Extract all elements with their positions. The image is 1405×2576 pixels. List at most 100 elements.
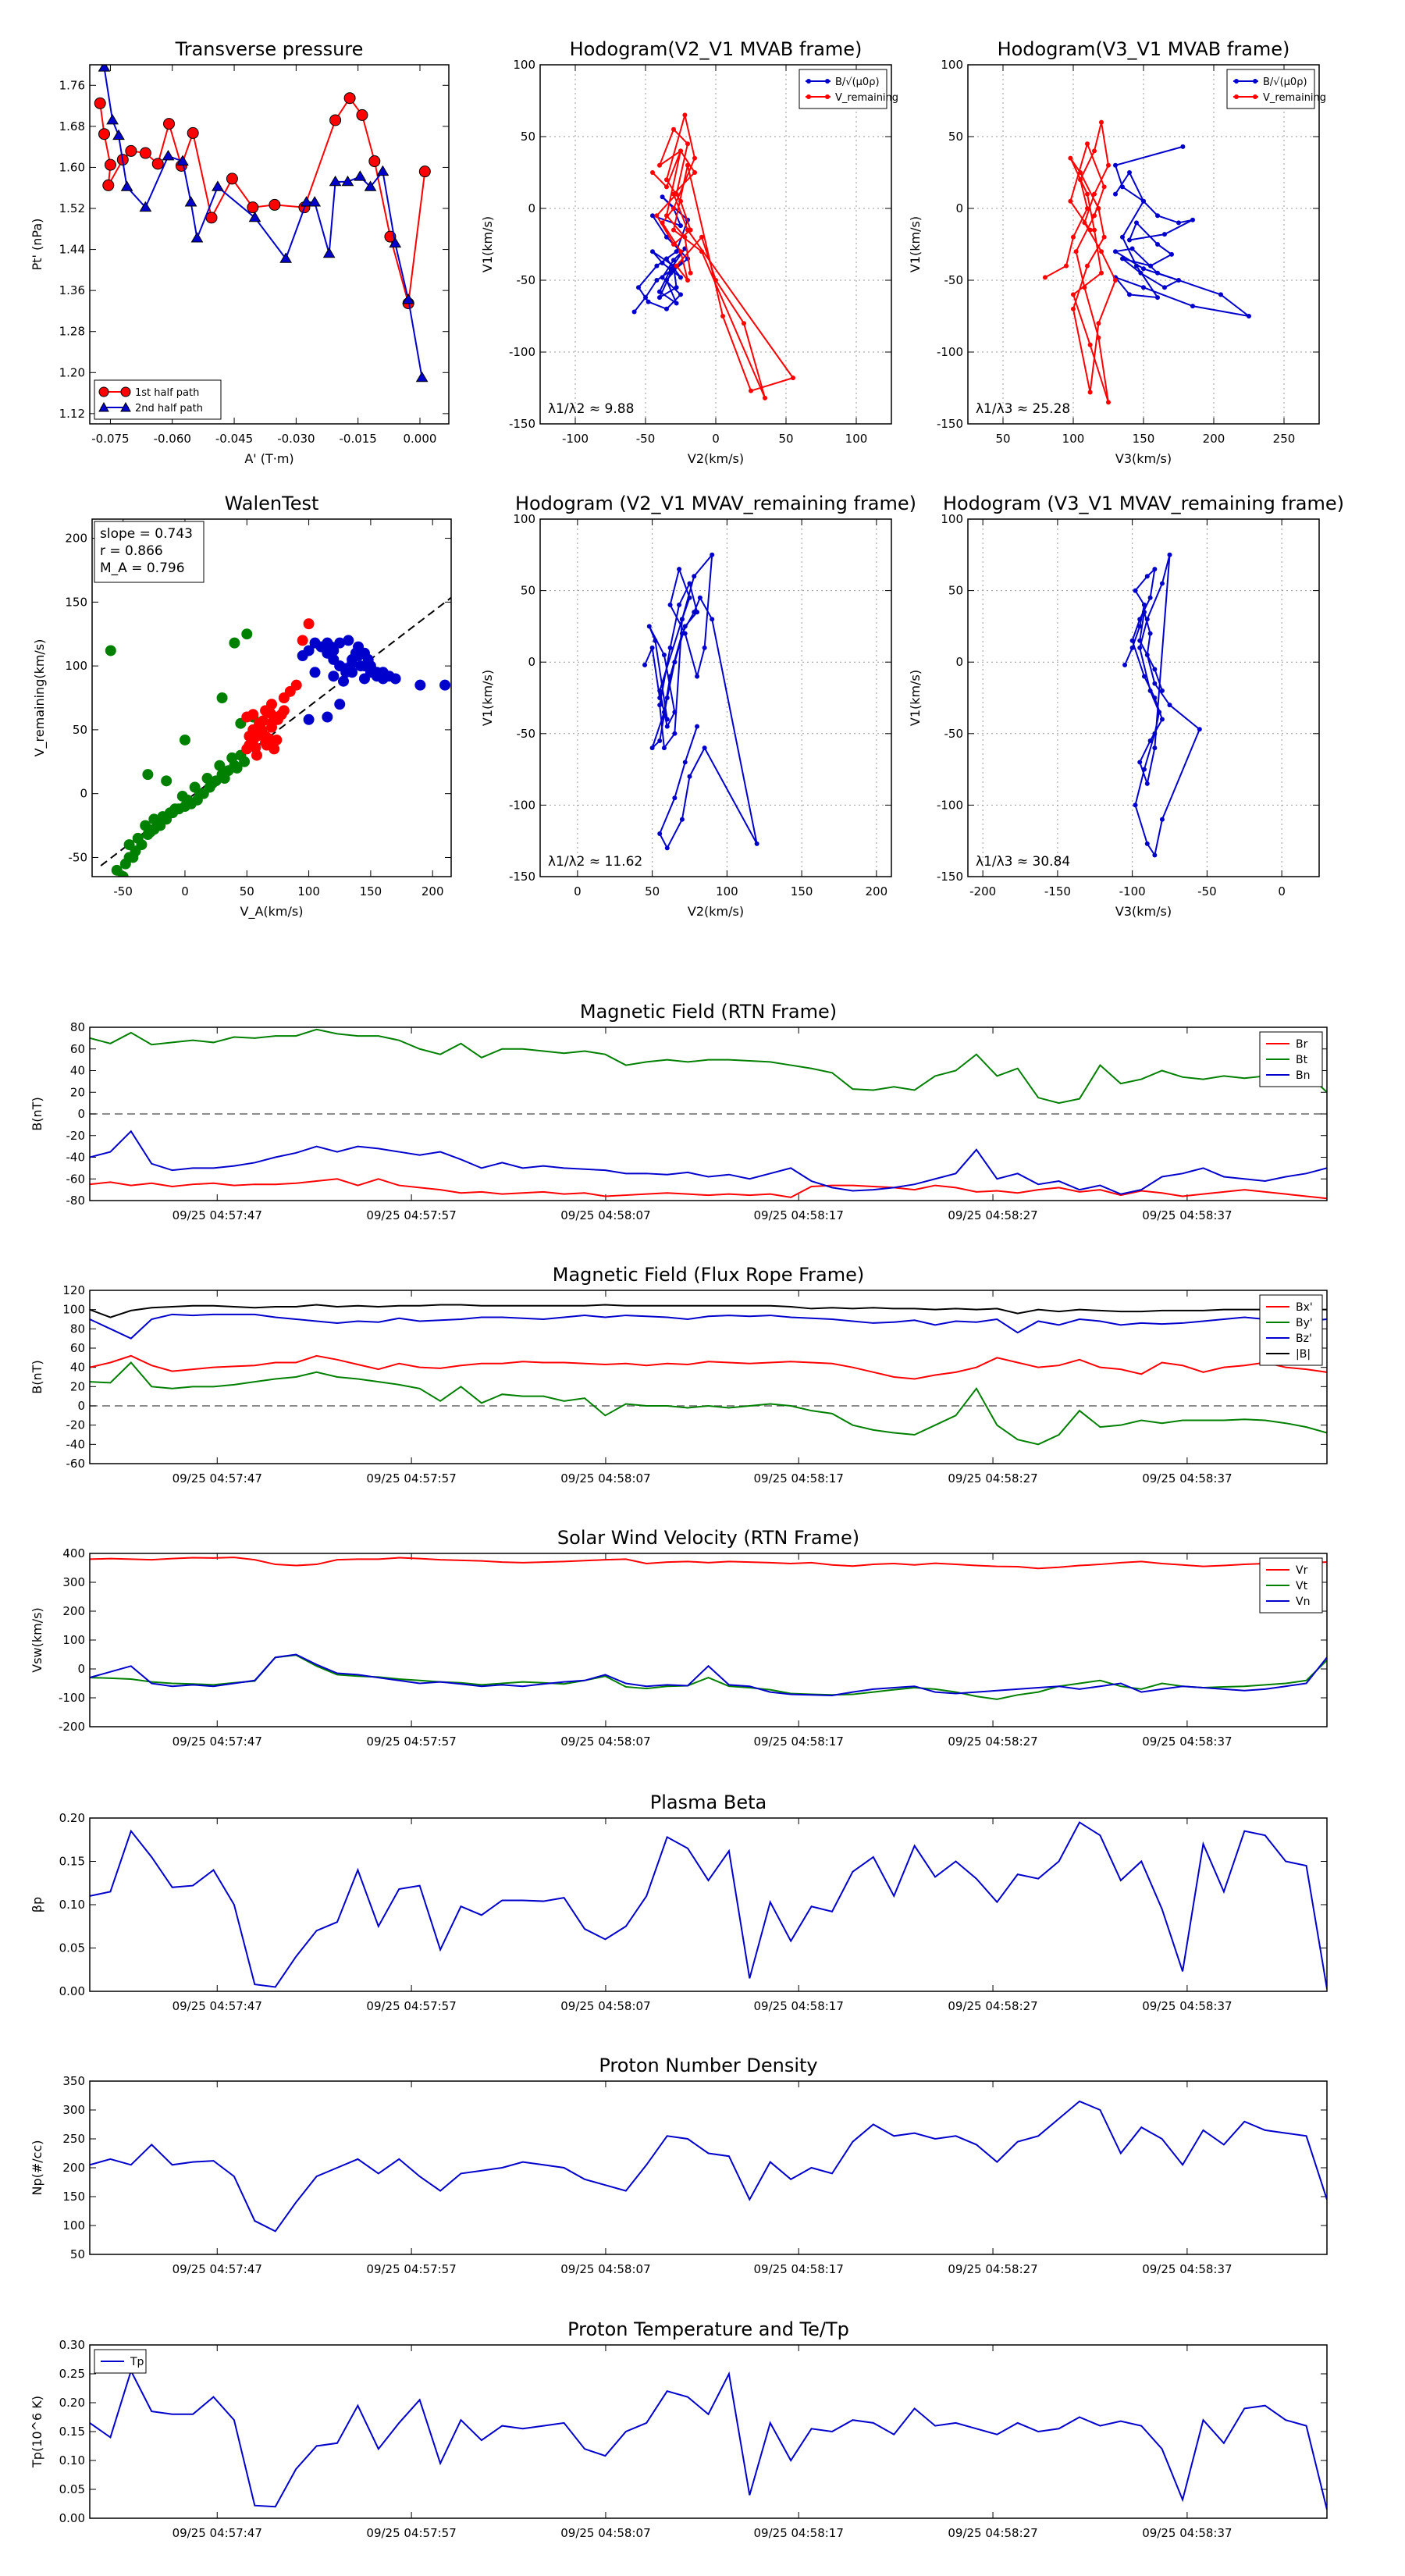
legend-label: V_remaining bbox=[1263, 92, 1326, 104]
data-point bbox=[1144, 617, 1150, 622]
data-point bbox=[1152, 696, 1158, 700]
data-point bbox=[1113, 249, 1118, 254]
legend-label: Vt bbox=[1296, 1580, 1308, 1592]
plot-frame bbox=[89, 1026, 1328, 1201]
data-layer bbox=[94, 65, 431, 382]
data-point bbox=[350, 647, 361, 659]
legend-entry: Br bbox=[1266, 1038, 1308, 1051]
data-point bbox=[661, 745, 667, 751]
data-point bbox=[695, 674, 700, 679]
x-tick-label: 09/25 04:58:37 bbox=[1142, 1471, 1232, 1485]
y-tick-label: 0.15 bbox=[59, 2425, 85, 2439]
data-point bbox=[142, 769, 154, 781]
y-tick-label: 250 bbox=[62, 2132, 85, 2146]
data-point bbox=[678, 148, 683, 154]
y-tick-label: 0.00 bbox=[59, 2511, 85, 2525]
data-point bbox=[1085, 263, 1090, 269]
plot-frame bbox=[89, 2344, 1328, 2519]
data-point bbox=[1176, 278, 1181, 283]
y-tick-label: 100 bbox=[62, 2218, 85, 2233]
data-point bbox=[664, 184, 669, 190]
legend-marker bbox=[1234, 79, 1239, 84]
legend-label: B/√(μ0ρ) bbox=[1263, 76, 1307, 88]
data-point bbox=[355, 660, 367, 672]
data-point bbox=[164, 807, 176, 819]
chart-title: Hodogram (V2_V1 MVAV_remaining frame) bbox=[515, 493, 916, 514]
y-tick-label: -60 bbox=[66, 1172, 86, 1186]
data-point bbox=[664, 696, 670, 700]
x-tick-label: -0.060 bbox=[154, 432, 191, 446]
plot-frame bbox=[967, 64, 1320, 425]
y-tick-label: 200 bbox=[62, 1604, 85, 1618]
data-point bbox=[1134, 220, 1139, 226]
y-tick-label: 50 bbox=[948, 584, 963, 598]
data-point bbox=[671, 126, 676, 132]
data-point bbox=[261, 739, 272, 751]
chart-title: Proton Temperature and Te/Tp bbox=[567, 2318, 849, 2340]
data-point bbox=[1071, 234, 1076, 240]
data-point bbox=[1120, 234, 1125, 240]
series-v-remaining bbox=[642, 552, 759, 851]
y-axis-label: V1(km/s) bbox=[480, 216, 495, 272]
plot-frame bbox=[89, 1817, 1328, 1992]
plot-frame bbox=[89, 64, 450, 425]
series--p bbox=[90, 1821, 1327, 1989]
data-point bbox=[1167, 703, 1172, 708]
x-axis-label: V_A(km/s) bbox=[240, 904, 304, 920]
data-point bbox=[710, 552, 715, 557]
data-layer bbox=[1122, 552, 1202, 858]
data-point bbox=[1144, 574, 1150, 579]
y-tick-label: -20 bbox=[66, 1129, 86, 1143]
data-point bbox=[1113, 278, 1118, 283]
data-point bbox=[226, 173, 238, 185]
data-point bbox=[1122, 662, 1128, 667]
series-line bbox=[90, 1354, 1327, 1380]
x-tick-label: 09/25 04:58:37 bbox=[1142, 1999, 1232, 2013]
x-tick-label: -100 bbox=[1119, 884, 1146, 898]
x-axis-label: V3(km/s) bbox=[1115, 904, 1172, 919]
data-point bbox=[1190, 217, 1195, 222]
data-point bbox=[664, 845, 670, 851]
data-point bbox=[105, 645, 116, 656]
data-point bbox=[343, 92, 356, 105]
data-point bbox=[661, 653, 667, 658]
data-point bbox=[179, 734, 190, 745]
legend-entry: Bz' bbox=[1266, 1332, 1312, 1345]
y-tick-label: 50 bbox=[70, 2247, 85, 2261]
legend-entry: V_remaining bbox=[806, 92, 898, 104]
transverse-pressure-panel: Transverse pressure 1.12 1.20 1.28 1.36 1.44 1… bbox=[30, 38, 450, 466]
data-point bbox=[657, 738, 663, 743]
data-point bbox=[1155, 213, 1160, 219]
chart-title: Plasma Beta bbox=[650, 1791, 767, 1813]
eigenvalue-ratio-label: λ1/λ3 ≈ 25.28 bbox=[976, 401, 1070, 417]
y-axis-label: B(nT) bbox=[30, 1360, 44, 1393]
data-point bbox=[1147, 595, 1153, 600]
legend-label: B/√(μ0ρ) bbox=[835, 76, 880, 88]
y-axis-label: V1(km/s) bbox=[908, 670, 923, 726]
plot-frame bbox=[91, 518, 452, 877]
data-point bbox=[140, 820, 151, 831]
series-by- bbox=[90, 1361, 1327, 1446]
data-point bbox=[163, 118, 176, 130]
y-tick-label: 1.20 bbox=[59, 365, 85, 379]
y-tick-label: 1.76 bbox=[59, 78, 85, 92]
data-point bbox=[117, 871, 129, 877]
fit-stats-frame bbox=[94, 521, 205, 583]
data-point bbox=[309, 667, 321, 678]
data-point bbox=[1137, 624, 1143, 629]
data-point bbox=[148, 813, 160, 825]
data-point bbox=[649, 745, 655, 751]
x-tick-label: 09/25 04:57:47 bbox=[173, 1999, 262, 2013]
data-point bbox=[187, 126, 199, 139]
data-point bbox=[667, 602, 673, 607]
legend-label: By' bbox=[1296, 1317, 1313, 1329]
y-tick-label: 60 bbox=[70, 1042, 85, 1056]
x-tick-label: 09/25 04:57:57 bbox=[366, 1735, 456, 1749]
legend-entry: 1st half path bbox=[98, 386, 199, 399]
data-point bbox=[1099, 119, 1104, 125]
data-point bbox=[674, 263, 679, 269]
x-tick-label: -50 bbox=[1197, 884, 1217, 898]
series-line bbox=[90, 1361, 1327, 1446]
eigenvalue-ratio-label: λ1/λ2 ≈ 9.88 bbox=[548, 401, 634, 417]
series-2nd-half-path bbox=[98, 65, 429, 382]
